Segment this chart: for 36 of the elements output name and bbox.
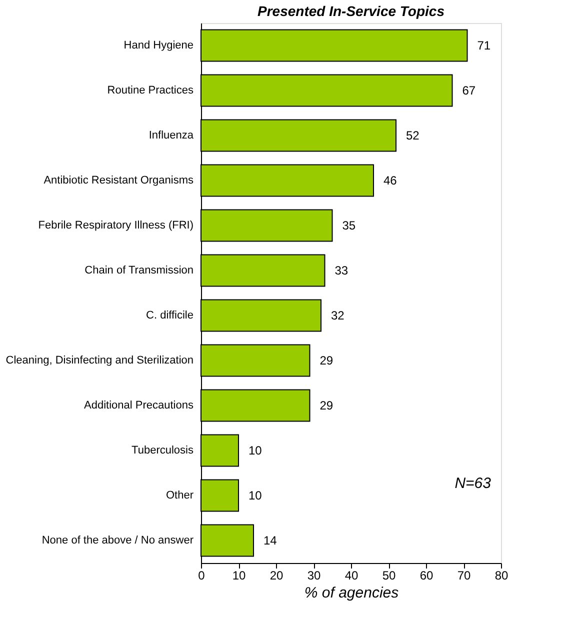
data-label: 71 xyxy=(477,38,491,52)
data-label: 46 xyxy=(384,174,398,188)
y-tick-label: Febrile Respiratory Illness (FRI) xyxy=(38,220,194,232)
y-tick-label: Routine Practices xyxy=(107,84,194,96)
x-tick-label: 80 xyxy=(494,568,508,582)
x-tick-label: 20 xyxy=(270,568,284,582)
data-label: 29 xyxy=(320,354,334,368)
data-label: 33 xyxy=(334,264,348,278)
x-tick-label: 70 xyxy=(457,568,471,582)
data-label: 14 xyxy=(264,534,278,548)
y-tick-label: Hand Hygiene xyxy=(124,40,194,52)
data-label: 10 xyxy=(248,488,262,502)
data-label: 32 xyxy=(331,308,345,322)
x-tick-label: 50 xyxy=(382,568,396,582)
x-axis-title: % of agencies xyxy=(304,584,400,602)
y-tick-label: Antibiotic Resistant Organisms xyxy=(44,174,194,186)
x-tick-label: 10 xyxy=(232,568,246,582)
y-tick-label: C. difficile xyxy=(146,310,194,322)
data-label: 35 xyxy=(342,218,356,232)
annotation: N=63 xyxy=(454,475,492,492)
y-tick-label: None of the above / No answer xyxy=(42,534,194,546)
y-tick-label: Other xyxy=(166,490,194,502)
y-tick-label: Influenza xyxy=(148,130,194,142)
data-label: 29 xyxy=(320,398,334,412)
x-tick-label: 60 xyxy=(420,568,434,582)
x-tick-label: 40 xyxy=(344,568,358,582)
data-label: 52 xyxy=(406,128,420,142)
x-tick-label: 0 xyxy=(198,568,206,582)
data-label: 67 xyxy=(462,84,476,98)
chart-title: Presented In-Service Topics xyxy=(258,3,445,19)
data-label: 10 xyxy=(248,444,262,458)
x-tick-label: 30 xyxy=(307,568,321,582)
y-tick-label: Additional Precautions xyxy=(84,400,194,412)
y-tick-label: Chain of Transmission xyxy=(84,264,194,276)
y-tick-label: Cleaning, Disinfecting and Sterilization xyxy=(6,354,194,366)
y-tick-label: Tuberculosis xyxy=(132,444,194,456)
